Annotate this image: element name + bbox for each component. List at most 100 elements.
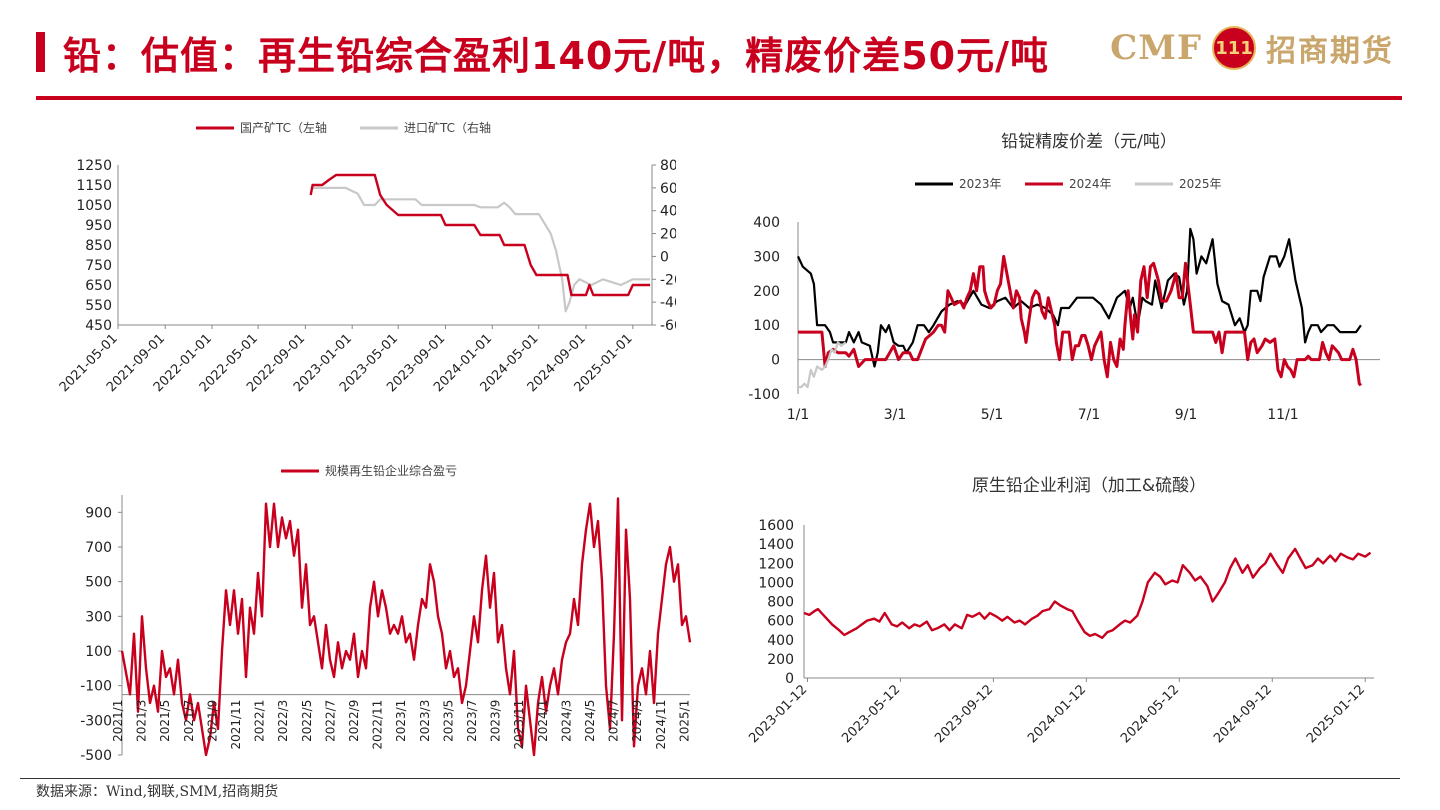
y-tick-label: 900 [85, 505, 112, 521]
y-tick-left-label: 750 [85, 258, 112, 274]
chart-spread: 铅锭精废价差（元/吨） 2023年 2024年 2025年 -100 0 100 200 300… [748, 132, 1380, 423]
legend-label-0: 2023年 [959, 177, 1002, 191]
y-tick-right-label: 20 [660, 227, 676, 243]
y-tick-right-label: -60 [660, 318, 676, 334]
y-tick-label: 0 [785, 671, 794, 687]
y-tick-label: -300 [80, 713, 112, 729]
x-tick-label: 2023/11 [512, 700, 526, 750]
y-tick-label: 600 [767, 614, 794, 630]
y-tick-label: 1400 [758, 537, 794, 553]
chart-primary: 原生铅企业利润（加工&硫酸） 0 200 400 600 800 1000 1200 1400 1… [746, 476, 1374, 746]
y-tick-label: 200 [767, 652, 794, 668]
x-tick-label: 3/1 [884, 407, 907, 423]
series-line-2 [798, 341, 847, 389]
y-tick-left-label: 950 [85, 218, 112, 234]
company-logo: CMF 111 招商期货 [1110, 24, 1394, 72]
y-tick-left-label: 850 [85, 238, 112, 254]
x-tick-label: 11/1 [1267, 407, 1298, 423]
series-line-0 [797, 227, 1362, 368]
y-tick-label: -100 [80, 679, 112, 695]
x-tick-label: 7/1 [1078, 407, 1101, 423]
y-tick-label: 800 [767, 595, 794, 611]
y-tick-left-label: 1250 [76, 158, 112, 174]
y-tick-right-label: -40 [660, 295, 676, 311]
y-tick-label: 0 [771, 353, 780, 369]
y-tick-label: 100 [753, 318, 780, 334]
x-tick-label: 2024/9 [630, 700, 644, 742]
x-tick-label: 2022/9 [347, 700, 361, 742]
legend-label-2: 2025年 [1179, 177, 1222, 191]
y-tick-right-label: 40 [660, 204, 676, 220]
x-tick-label: 2021/7 [182, 700, 196, 742]
x-tick-label: 2023-01-12 [746, 682, 810, 746]
x-tick-label: 5/1 [981, 407, 1004, 423]
y-tick-label: 1000 [758, 575, 794, 591]
legend-label-0: 规模再生铅企业综合盈亏 [325, 463, 457, 478]
chart-title: 原生铅企业利润（加工&硫酸） [972, 476, 1206, 496]
y-tick-right-label: 80 [660, 158, 676, 174]
y-tick-left-label: 1150 [76, 178, 112, 194]
chart-tc: 国产矿TC（左轴 进口矿TC（右轴 450 550 650 750 850 950 1050 11… [57, 120, 676, 395]
x-tick-label: 2023/7 [465, 700, 479, 742]
x-tick-label: 2024/3 [559, 700, 573, 742]
x-tick-label: 1/1 [787, 407, 810, 423]
y-tick-right-label: 60 [660, 181, 676, 197]
y-tick-label: 300 [85, 609, 112, 625]
x-tick-label: 2025-01-12 [1304, 682, 1368, 746]
x-tick-label: 2021/9 [205, 700, 219, 742]
y-tick-label: 1600 [758, 518, 794, 534]
x-tick-label: 2023/1 [394, 700, 408, 742]
y-tick-right-label: 0 [660, 249, 669, 265]
x-tick-label: 2021/3 [135, 700, 149, 742]
series-line-primary [803, 547, 1372, 639]
y-tick-label: 200 [753, 284, 780, 300]
chart-recycled: 规模再生铅企业综合盈亏 -500 -300 -100 100 300 500 700 900 20… [80, 463, 692, 764]
x-tick-label: 2024/7 [607, 700, 621, 742]
x-tick-label: 2024/1 [536, 700, 550, 742]
y-tick-label: 400 [767, 633, 794, 649]
x-tick-label: 2022/1 [253, 700, 267, 742]
x-tick-label: 2023-09-12 [932, 682, 996, 746]
series-line-domestic-tc [309, 173, 651, 297]
x-tick-label: 2024-09-12 [1211, 682, 1275, 746]
y-tick-left-label: 1050 [76, 198, 112, 214]
y-tick-label: 500 [85, 575, 112, 591]
page-header: 铅：估值：再生铅综合盈利140元/吨，精废价差50元/吨 [36, 22, 1049, 82]
x-tick-label: 2023/3 [418, 700, 432, 742]
logo-badge-icon: 111 [1212, 26, 1256, 70]
x-tick-label: 2022/7 [323, 700, 337, 742]
y-tick-label: 700 [85, 540, 112, 556]
x-tick-label: 2024/5 [583, 700, 597, 742]
legend-label-0: 国产矿TC（左轴 [240, 120, 327, 135]
x-tick-label: 2025/1 [677, 700, 691, 742]
y-tick-label: -500 [80, 748, 112, 764]
x-tick-label: 2021/1 [111, 700, 125, 742]
x-tick-label: 2023/5 [441, 700, 455, 742]
y-tick-label: 1200 [758, 556, 794, 572]
header-divider [36, 96, 1402, 100]
series-line-1 [798, 254, 1362, 387]
y-tick-left-label: 550 [85, 298, 112, 314]
y-tick-right-label: -20 [660, 272, 676, 288]
page-title: 铅：估值：再生铅综合盈利140元/吨，精废价差50元/吨 [63, 33, 1049, 78]
x-tick-label: 9/1 [1175, 407, 1198, 423]
x-tick-label: 2022/3 [276, 700, 290, 742]
title-accent-bar [36, 32, 45, 72]
y-tick-left-label: 650 [85, 278, 112, 294]
series-line-import-tc [310, 186, 651, 313]
y-tick-label: 100 [85, 644, 112, 660]
x-tick-label: 2023/9 [489, 700, 503, 742]
x-tick-label: 2024/11 [654, 700, 668, 750]
x-tick-label: 2022/11 [371, 700, 385, 750]
source-note: 数据来源：Wind,钢联,SMM,招商期货 [36, 784, 279, 800]
y-tick-label: -100 [748, 387, 780, 403]
series-line-recycled [120, 497, 692, 757]
x-tick-label: 2024-01-12 [1025, 682, 1089, 746]
x-tick-label: 2021/11 [229, 700, 243, 750]
y-tick-label: 400 [753, 215, 780, 231]
legend-label-1: 2024年 [1069, 177, 1112, 191]
x-tick-label: 2023-05-12 [839, 682, 903, 746]
y-tick-left-label: 450 [85, 318, 112, 334]
chart-title: 铅锭精废价差（元/吨） [1001, 132, 1177, 152]
legend-label-1: 进口矿TC（右轴 [404, 120, 491, 135]
